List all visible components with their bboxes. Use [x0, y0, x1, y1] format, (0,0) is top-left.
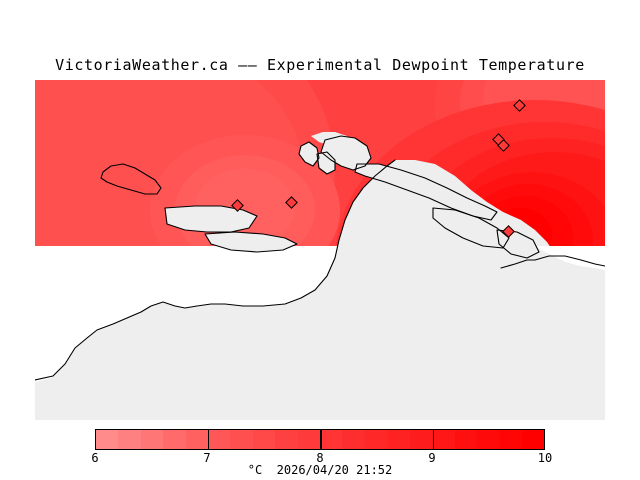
colorbar-tick-label: 6 — [91, 451, 99, 465]
colorbar-swatch — [275, 430, 298, 449]
colorbar-swatch — [140, 430, 164, 449]
colorbar-swatch — [230, 430, 253, 449]
colorbar-swatch — [118, 430, 141, 449]
colorbar-swatch — [208, 430, 231, 449]
data-field-raster — [35, 80, 605, 246]
colorbar-swatch — [521, 430, 545, 449]
colorbar-swatch — [185, 430, 209, 449]
colorbar-swatch — [476, 430, 500, 449]
colorbar-swatch — [364, 430, 388, 449]
page-title: VictoriaWeather.ca —— Experimental Dewpo… — [55, 56, 585, 74]
colorbar-swatch — [499, 430, 522, 449]
colorbar-swatch — [320, 430, 343, 449]
colorbar-swatch — [297, 430, 321, 449]
colorbar[interactable] — [95, 429, 545, 450]
colorbar-tick-label: 8 — [316, 451, 324, 465]
nodata-east — [535, 246, 605, 268]
colorbar-swatch — [387, 430, 410, 449]
colorbar-swatch — [252, 430, 276, 449]
coastline-east — [534, 255, 605, 267]
colorbar-caption: °C 2026/04/20 21:52 — [247, 463, 393, 477]
colorbar-gradient[interactable] — [95, 429, 545, 450]
colorbar-swatch — [342, 430, 365, 449]
colorbar-swatch — [454, 430, 477, 449]
colorbar-tick-label: 7 — [203, 451, 211, 465]
colorbar-tick — [207, 429, 209, 450]
colorbar-tick — [320, 429, 322, 450]
colorbar-swatch — [163, 430, 186, 449]
colorbar-swatch — [96, 430, 119, 449]
colorbar-swatch — [409, 430, 433, 449]
colorbar-tick-label: 9 — [428, 451, 436, 465]
nodata-west — [35, 246, 157, 382]
map-panel[interactable] — [35, 80, 605, 420]
colorbar-swatch — [432, 430, 455, 449]
coastline-east-bay — [500, 259, 536, 269]
colorbar-tick-label: 10 — [537, 451, 553, 465]
contour-band — [195, 168, 295, 246]
colorbar-tick — [432, 429, 434, 450]
